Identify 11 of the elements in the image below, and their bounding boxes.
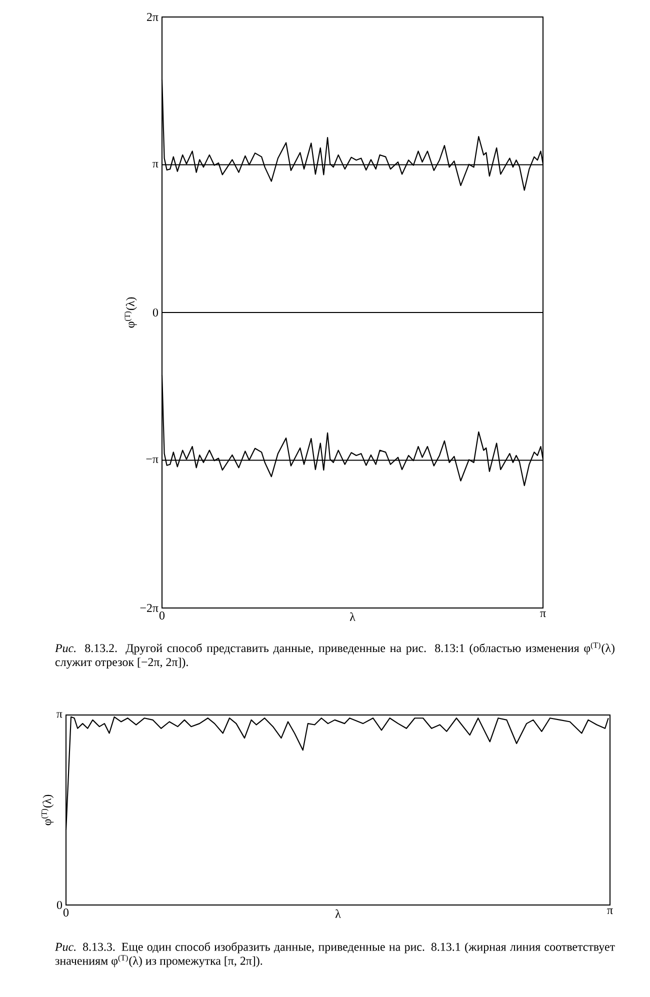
y-tick-label: π bbox=[152, 162, 158, 168]
text: Рис. 8.13.2. Другой способ представить данные, приведенные на рис. 8.13:1 (областью изменения φ$^{(T)}$(λ) служит отрезок [−2π, 2π]). bbox=[54, 642, 614, 669]
x-axis-title: λ bbox=[350, 612, 356, 621]
y-tick-label: −π bbox=[146, 457, 158, 464]
y-tick-label: 0 bbox=[152, 308, 158, 317]
y-tick-label: 2π bbox=[146, 12, 158, 22]
y-axis-title: φ$^{(T)}$(λ) bbox=[41, 794, 54, 826]
x-axis-title: λ bbox=[335, 909, 341, 918]
text: Рис. 8.13.3. Еще один способ изобразить данные, приведенные на рис. 8.13.1 (жирная линия соответствует значениям φ$^{(T)}$(λ) из промежутка [π, 2π]). bbox=[54, 942, 615, 968]
y-tick-label: −2π bbox=[140, 604, 158, 612]
y-axis-title: φ$^{(T)}$(λ) bbox=[124, 297, 137, 328]
